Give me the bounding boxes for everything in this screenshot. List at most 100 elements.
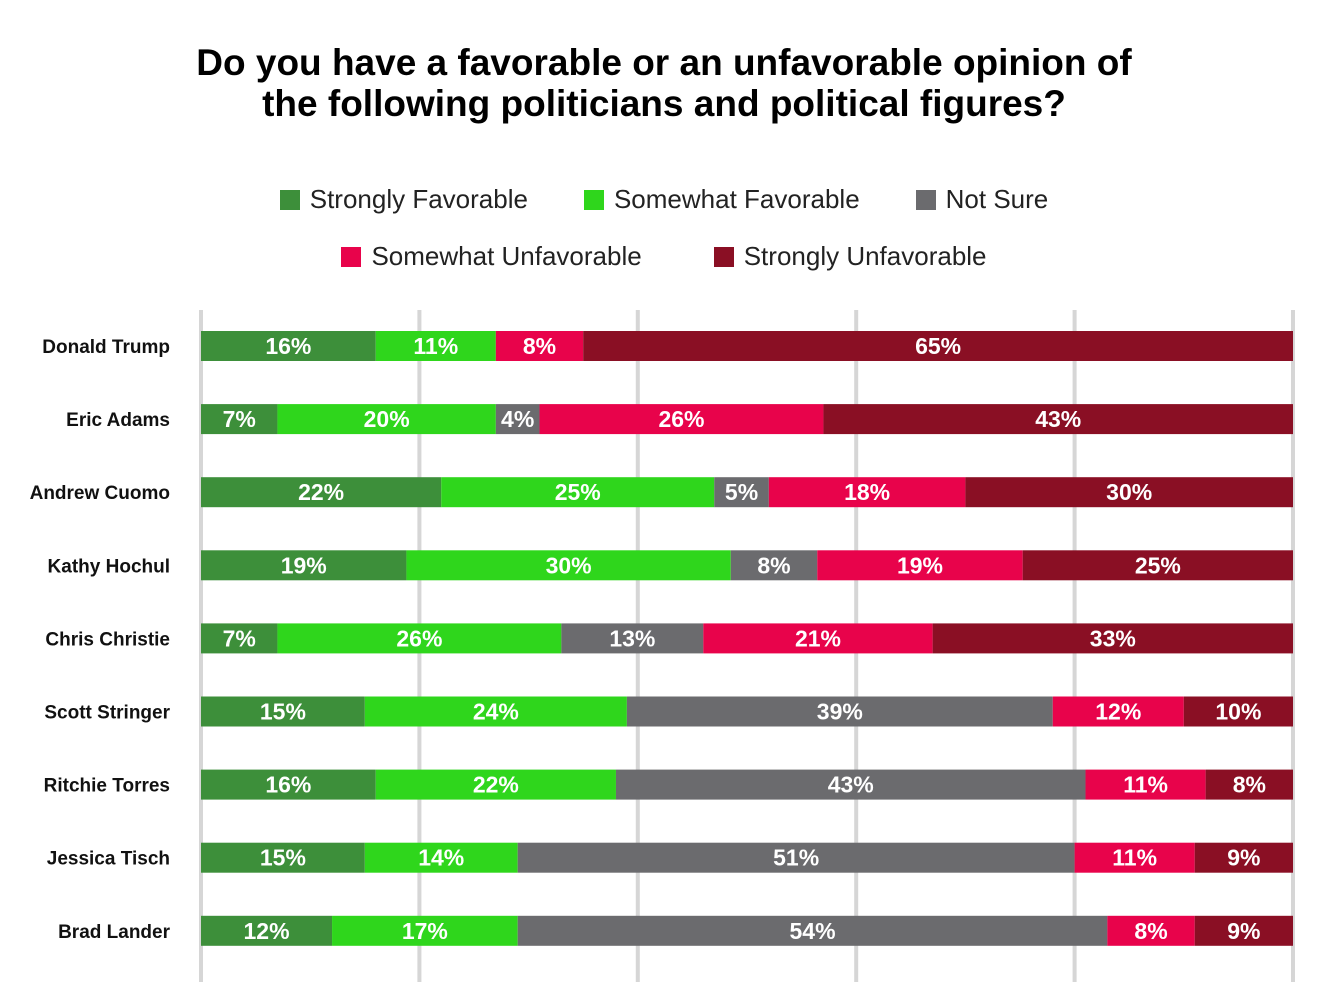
chart-title: Do you have a favorable or an unfavorabl…	[0, 42, 1328, 124]
bar-value-label-kathy-hochul-strongly-favorable: 19%	[281, 552, 327, 578]
bar-segment-andrew-cuomo-not-sure	[714, 477, 769, 508]
legend-item-strongly-unfavorable: Strongly Unfavorable	[713, 241, 987, 272]
bar-value-label-ritchie-torres-somewhat-favorable: 22%	[473, 772, 519, 798]
bar-value-label-scott-stringer-somewhat-unfavorable: 12%	[1095, 699, 1141, 725]
bar-segment-donald-trump-somewhat-unfavorable	[495, 331, 584, 361]
bar-value-label-scott-stringer-somewhat-favorable: 24%	[473, 699, 519, 725]
bar-segment-brad-lander-somewhat-favorable	[332, 915, 518, 946]
bar-segment-scott-stringer-not-sure	[626, 696, 1053, 727]
bar-value-label-brad-lander-strongly-unfavorable: 9%	[1227, 918, 1260, 944]
bar-value-label-brad-lander-somewhat-unfavorable: 8%	[1134, 918, 1167, 944]
bar-segment-andrew-cuomo-strongly-favorable	[201, 477, 442, 508]
legend-row-1: Strongly Favorable Somewhat Favorable No…	[0, 184, 1328, 215]
bar-segment-scott-stringer-strongly-unfavorable	[1183, 696, 1293, 727]
bar-segment-kathy-hochul-somewhat-favorable	[406, 550, 731, 581]
bar-segment-kathy-hochul-strongly-favorable	[201, 550, 407, 581]
bar-value-label-chris-christie-not-sure: 13%	[609, 625, 655, 651]
bar-segment-brad-lander-not-sure	[517, 915, 1108, 946]
bar-value-label-brad-lander-somewhat-favorable: 17%	[402, 918, 448, 944]
legend-swatch-not-sure	[915, 189, 936, 210]
legend-item-strongly-favorable: Strongly Favorable	[279, 184, 528, 215]
legend-label-strongly-unfavorable: Strongly Unfavorable	[743, 241, 987, 271]
chart-title-line-1: Do you have a favorable or an unfavorabl…	[196, 42, 1132, 83]
legend-label-somewhat-favorable: Somewhat Favorable	[613, 184, 860, 214]
bar-value-label-eric-adams-not-sure: 4%	[501, 406, 534, 432]
legend-item-not-sure: Not Sure	[915, 184, 1049, 215]
bar-segment-ritchie-torres-strongly-unfavorable	[1205, 769, 1293, 800]
bar-value-label-kathy-hochul-strongly-unfavorable: 25%	[1135, 552, 1181, 578]
bar-value-label-kathy-hochul-somewhat-favorable: 30%	[546, 552, 592, 578]
bar-value-label-chris-christie-strongly-favorable: 7%	[223, 625, 256, 651]
bar-value-label-scott-stringer-strongly-favorable: 15%	[260, 699, 306, 725]
row-label-scott-stringer: Scott Stringer	[44, 703, 170, 724]
bar-segment-jessica-tisch-somewhat-favorable	[364, 842, 518, 873]
bar-value-label-ritchie-torres-strongly-unfavorable: 8%	[1233, 772, 1266, 798]
bar-segment-donald-trump-strongly-unfavorable	[583, 331, 1293, 361]
bar-segment-chris-christie-somewhat-favorable	[277, 623, 562, 654]
bar-segment-kathy-hochul-somewhat-unfavorable	[817, 550, 1023, 581]
legend-swatch-strongly-favorable	[279, 189, 300, 210]
bar-segment-ritchie-torres-strongly-favorable	[201, 769, 376, 800]
legend-swatch-somewhat-unfavorable	[341, 246, 362, 267]
bar-segment-kathy-hochul-strongly-unfavorable	[1022, 550, 1293, 581]
bar-value-label-ritchie-torres-strongly-favorable: 16%	[265, 772, 311, 798]
bar-segment-ritchie-torres-somewhat-favorable	[375, 769, 616, 800]
legend-item-somewhat-unfavorable: Somewhat Unfavorable	[341, 241, 642, 272]
bar-value-label-donald-trump-strongly-unfavorable: 65%	[915, 333, 961, 359]
bar-segment-eric-adams-not-sure	[495, 404, 540, 435]
bar-value-label-kathy-hochul-somewhat-unfavorable: 19%	[897, 552, 943, 578]
bar-value-label-andrew-cuomo-not-sure: 5%	[725, 479, 758, 505]
bar-segment-eric-adams-somewhat-favorable	[277, 404, 496, 435]
bar-segment-scott-stringer-somewhat-unfavorable	[1052, 696, 1184, 727]
legend-label-not-sure: Not Sure	[945, 184, 1049, 214]
bar-value-label-jessica-tisch-not-sure: 51%	[773, 845, 819, 871]
bar-value-label-ritchie-torres-somewhat-unfavorable: 11%	[1123, 772, 1168, 798]
legend-swatch-strongly-unfavorable	[713, 246, 734, 267]
bar-segment-brad-lander-strongly-favorable	[201, 915, 333, 946]
bar-value-label-brad-lander-strongly-favorable: 12%	[243, 918, 289, 944]
row-label-donald-trump: Donald Trump	[42, 337, 170, 358]
bar-segment-chris-christie-strongly-unfavorable	[932, 623, 1293, 654]
bar-segment-eric-adams-strongly-unfavorable	[823, 404, 1293, 435]
legend-swatch-somewhat-favorable	[583, 189, 604, 210]
bar-segment-eric-adams-strongly-favorable	[201, 404, 278, 435]
bar-value-label-andrew-cuomo-somewhat-favorable: 25%	[555, 479, 601, 505]
bar-segment-jessica-tisch-strongly-favorable	[201, 842, 365, 873]
bar-segment-chris-christie-somewhat-unfavorable	[703, 623, 933, 654]
bar-segment-andrew-cuomo-somewhat-favorable	[441, 477, 715, 508]
bar-segment-ritchie-torres-not-sure	[615, 769, 1086, 800]
bar-segment-brad-lander-strongly-unfavorable	[1194, 915, 1293, 946]
bar-value-label-chris-christie-somewhat-unfavorable: 21%	[795, 625, 841, 651]
bar-value-label-scott-stringer-not-sure: 39%	[817, 699, 863, 725]
row-label-kathy-hochul: Kathy Hochul	[48, 556, 170, 577]
bar-segment-chris-christie-not-sure	[561, 623, 704, 654]
bar-value-label-chris-christie-somewhat-favorable: 26%	[396, 625, 442, 651]
legend-item-somewhat-favorable: Somewhat Favorable	[583, 184, 860, 215]
bar-value-label-donald-trump-somewhat-favorable: 11%	[413, 333, 458, 359]
bar-segment-brad-lander-somewhat-unfavorable	[1107, 915, 1195, 946]
legend-row-2: Somewhat Unfavorable Strongly Unfavorabl…	[0, 241, 1328, 272]
bar-segment-andrew-cuomo-somewhat-unfavorable	[768, 477, 966, 508]
bar-value-label-jessica-tisch-somewhat-unfavorable: 11%	[1112, 845, 1157, 871]
legend-label-strongly-favorable: Strongly Favorable	[309, 184, 528, 214]
bar-segment-jessica-tisch-somewhat-unfavorable	[1074, 842, 1195, 873]
bar-value-label-jessica-tisch-strongly-favorable: 15%	[260, 845, 306, 871]
row-label-andrew-cuomo: Andrew Cuomo	[30, 483, 170, 504]
bar-value-label-jessica-tisch-strongly-unfavorable: 9%	[1227, 845, 1260, 871]
bar-segment-andrew-cuomo-strongly-unfavorable	[965, 477, 1293, 508]
bar-segment-eric-adams-somewhat-unfavorable	[539, 404, 824, 435]
bar-segment-ritchie-torres-somewhat-unfavorable	[1085, 769, 1206, 800]
bar-value-label-ritchie-torres-not-sure: 43%	[828, 772, 874, 798]
bar-value-label-jessica-tisch-somewhat-favorable: 14%	[418, 845, 464, 871]
bar-value-label-andrew-cuomo-somewhat-unfavorable: 18%	[844, 479, 890, 505]
row-label-jessica-tisch: Jessica Tisch	[47, 849, 170, 870]
bar-segment-scott-stringer-strongly-favorable	[201, 696, 365, 727]
bar-value-label-scott-stringer-strongly-unfavorable: 10%	[1215, 699, 1261, 725]
bar-value-label-andrew-cuomo-strongly-unfavorable: 30%	[1106, 479, 1152, 505]
bar-segment-kathy-hochul-not-sure	[730, 550, 818, 581]
bar-value-label-donald-trump-somewhat-unfavorable: 8%	[523, 333, 556, 359]
bar-value-label-eric-adams-somewhat-unfavorable: 26%	[658, 406, 704, 432]
bar-segment-chris-christie-strongly-favorable	[201, 623, 278, 654]
legend-label-somewhat-unfavorable: Somewhat Unfavorable	[371, 241, 642, 271]
